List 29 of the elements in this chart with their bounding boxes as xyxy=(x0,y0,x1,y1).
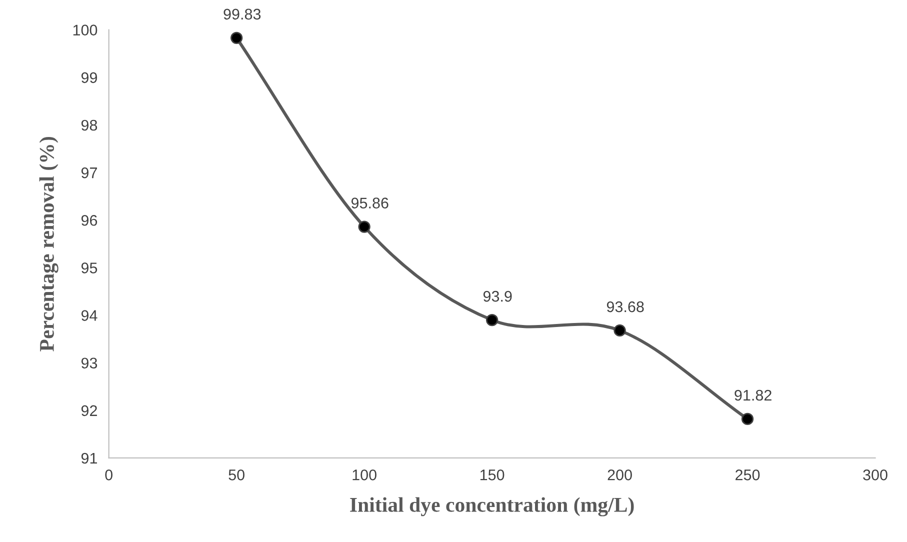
y-tick-label: 98 xyxy=(81,120,98,131)
y-tick-label: 99 xyxy=(81,72,98,84)
x-tick-label: 100 xyxy=(352,470,376,480)
point xyxy=(741,412,754,426)
y-tick-label: 94 xyxy=(81,310,98,321)
data-label: 91.82 xyxy=(734,390,772,401)
data-label: 93.9 xyxy=(483,290,512,302)
x-tick-label: 200 xyxy=(608,470,632,480)
y-tick-label: 95 xyxy=(81,262,98,274)
y-tick-label: 100 xyxy=(73,24,98,36)
data-label: 99.83 xyxy=(224,8,261,20)
x-tick-label: 0 xyxy=(105,470,112,480)
x-tick-label: 250 xyxy=(736,470,760,480)
x-tick-label: 50 xyxy=(228,470,244,480)
y-tick-label: 96 xyxy=(81,214,98,226)
x-tick-label: 300 xyxy=(863,470,888,480)
y-tick-label: 93 xyxy=(81,358,98,369)
y-tick-label: 97 xyxy=(81,167,97,178)
x-axis-title: Initial dye concentration (mg/L) xyxy=(350,497,634,516)
point xyxy=(486,314,498,326)
point xyxy=(614,324,626,337)
y-tick-label: 91 xyxy=(81,452,97,464)
point xyxy=(358,220,370,233)
data-label: 93.68 xyxy=(606,301,644,312)
x-tick-label: 150 xyxy=(480,470,504,480)
y-tick-label: 92 xyxy=(81,405,97,416)
data-label: 95.86 xyxy=(351,198,388,208)
y-axis-title: Percentage removal (%) xyxy=(39,137,58,352)
point xyxy=(230,32,243,44)
